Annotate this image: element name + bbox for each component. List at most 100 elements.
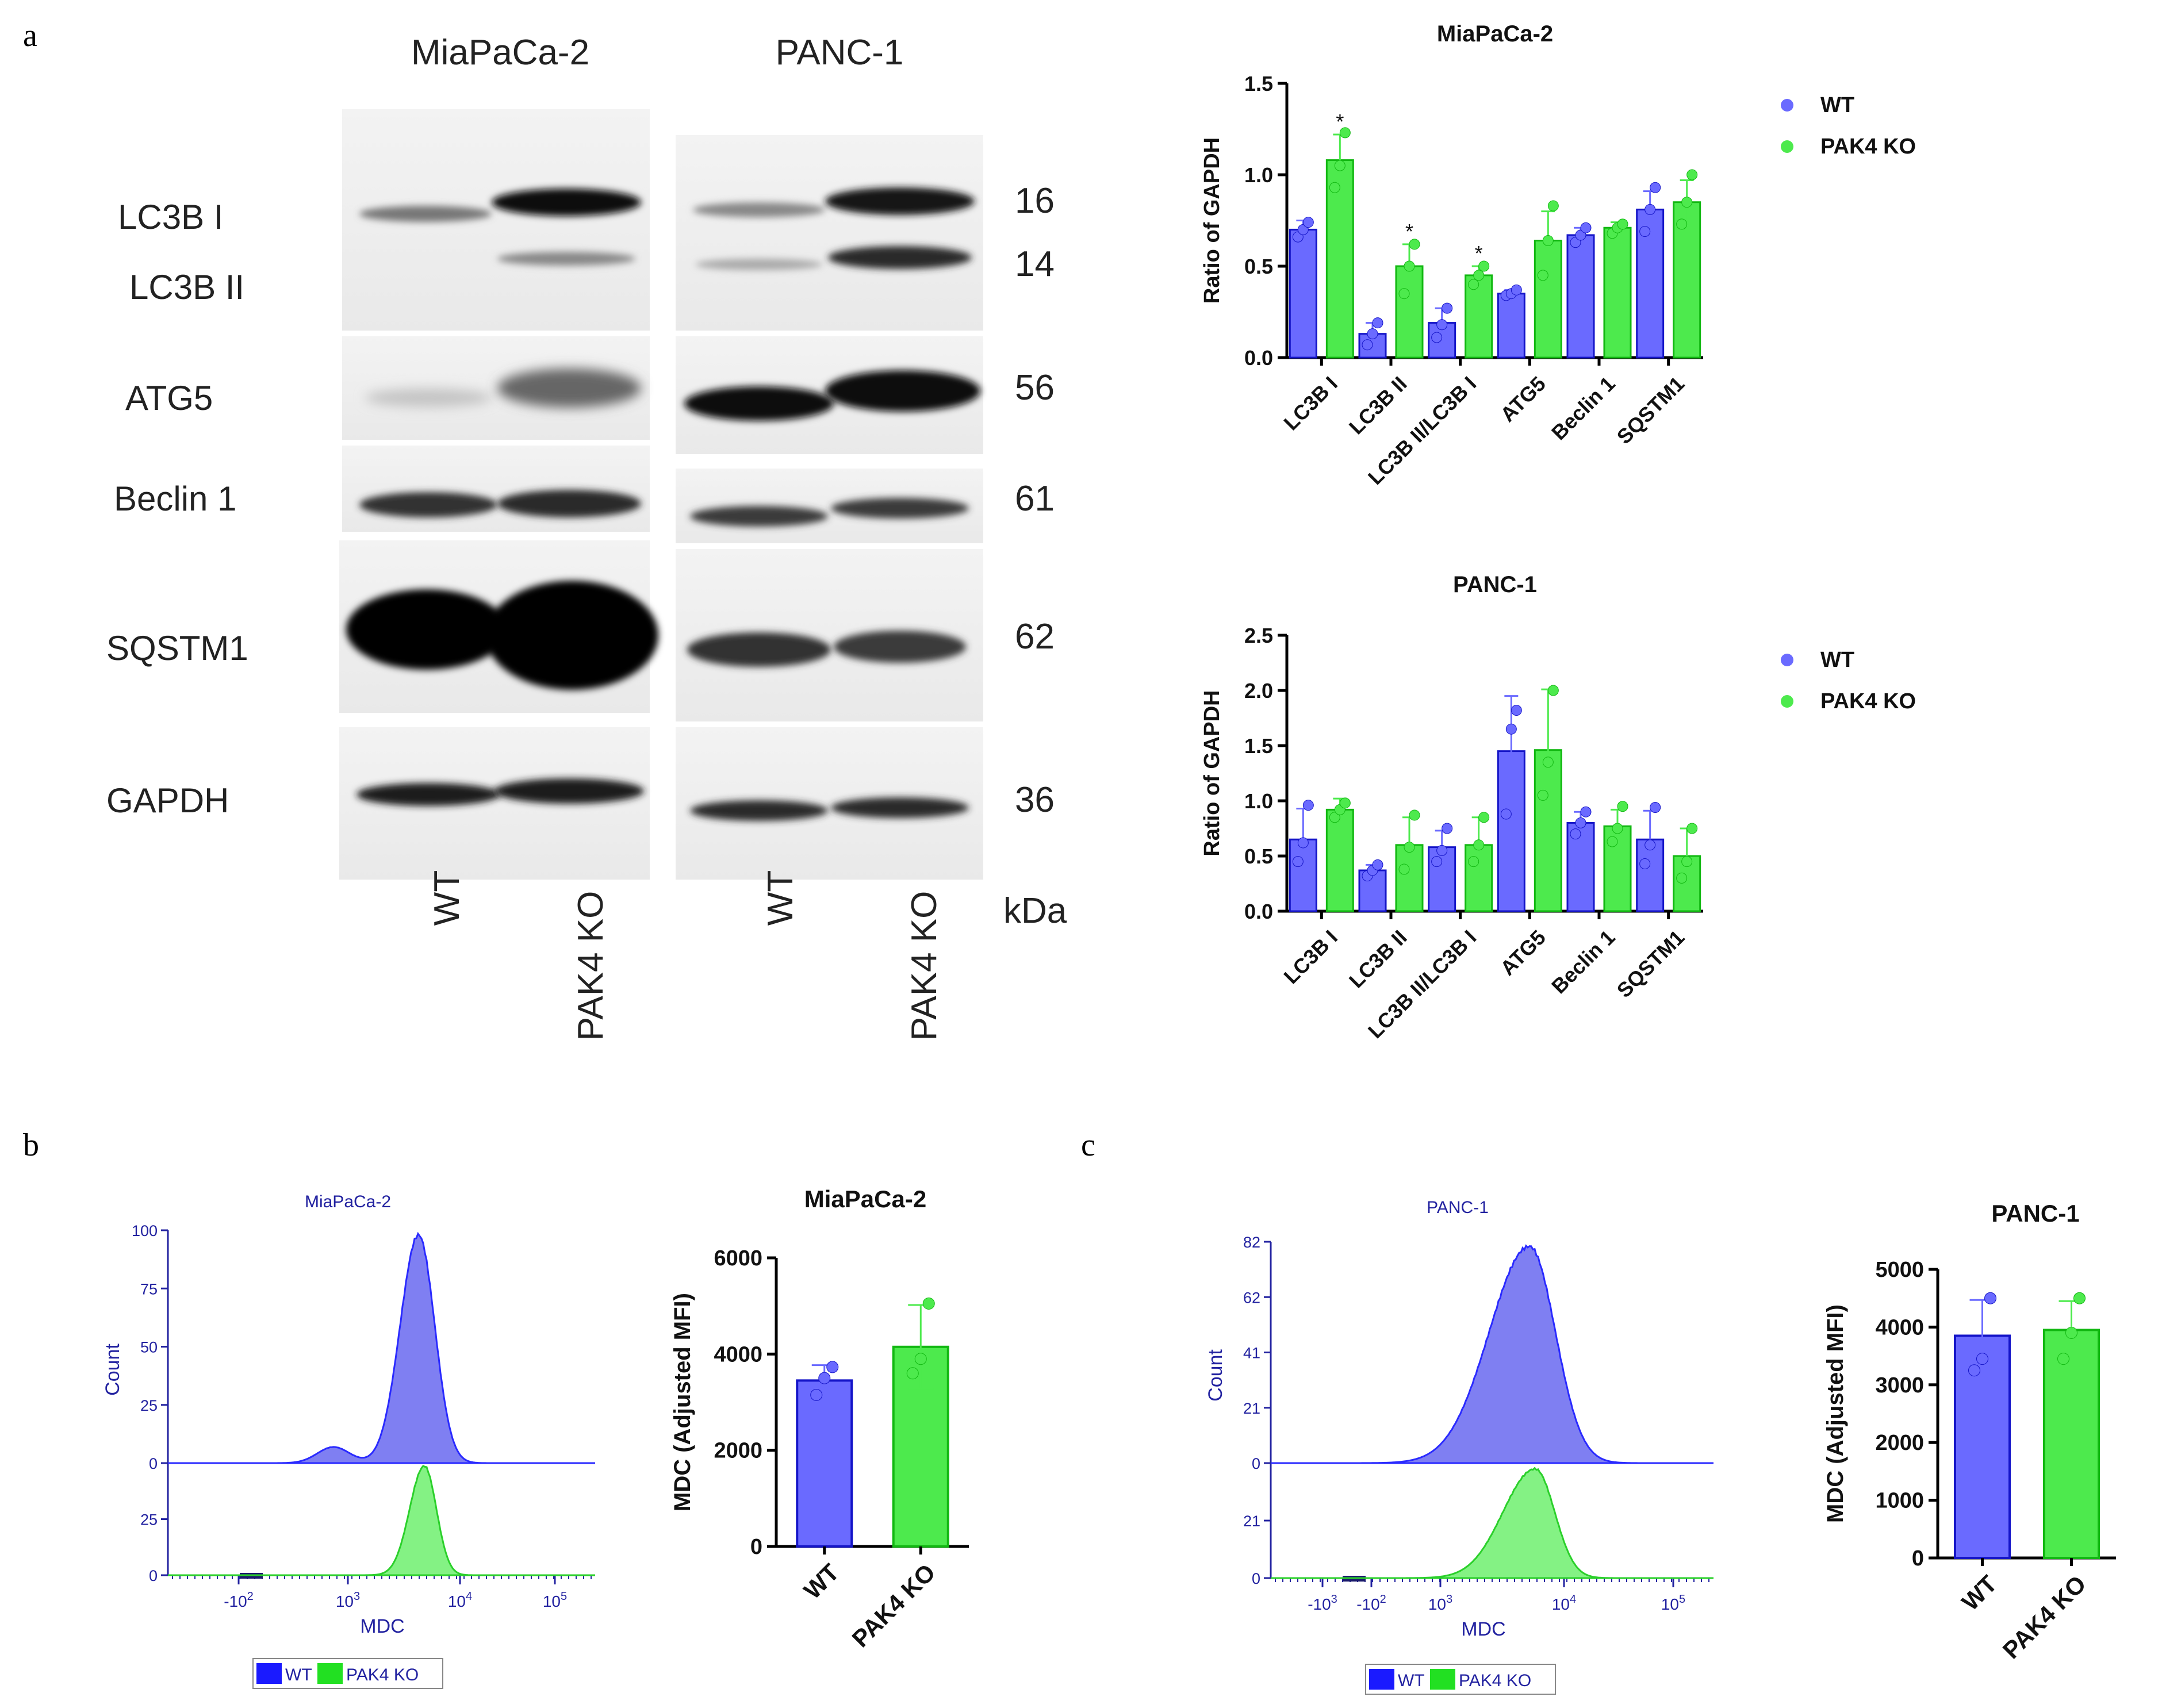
bar-wt — [1289, 838, 1317, 912]
histogram-y-tick-label: 25 — [140, 1511, 158, 1529]
legend-label-wt: WT — [1820, 93, 1854, 117]
histogram-y-tick-label: 0 — [1252, 1570, 1260, 1587]
bar-wt — [796, 1379, 853, 1548]
data-point — [1644, 839, 1656, 851]
data-point — [1537, 789, 1548, 801]
histogram-x-tick-label: 105 — [543, 1590, 567, 1610]
histogram-pak4-ko-curve — [1271, 1467, 1713, 1579]
data-point — [914, 1353, 927, 1365]
chart-panc-ratio: PANC-1 0.0 0.5 1.0 1.5 2.0 2.5 Ratio of GAPDH LC… — [1200, 572, 1916, 1043]
data-point — [1468, 856, 1479, 868]
histogram-y-axis-label: Count — [1205, 1349, 1226, 1402]
histogram-y-tick-label: 25 — [140, 1397, 158, 1414]
data-point — [1436, 319, 1448, 331]
blot-cellline-panc: PANC-1 — [776, 33, 904, 72]
data-point — [2065, 1326, 2077, 1339]
y-tick-label: 4000 — [714, 1342, 762, 1367]
data-point — [1617, 218, 1628, 230]
y-tick-label: 0.0 — [1244, 346, 1273, 370]
legend-marker-wt — [1781, 654, 1793, 666]
histogram-x-tick-label: 105 — [1661, 1593, 1685, 1613]
significance-mark: * — [1405, 220, 1413, 243]
histogram-wt-curve — [1271, 1244, 1713, 1464]
data-point — [1409, 809, 1420, 821]
data-point — [1686, 169, 1698, 181]
histogram-y-tick-label: 21 — [1243, 1513, 1260, 1530]
data-point — [1436, 845, 1448, 856]
data-point — [1511, 284, 1522, 295]
legend-label-pak4-ko: PAK4 KO — [1820, 135, 1916, 159]
bar-pak4-ko — [2043, 1329, 2100, 1559]
data-point — [1339, 127, 1351, 139]
data-point — [1468, 279, 1479, 290]
histogram-x-axis-label: MDC — [1461, 1618, 1505, 1640]
y-axis-label: Ratio of GAPDH — [1200, 690, 1224, 856]
data-point — [1339, 797, 1351, 809]
histogram-y-tick-label: 21 — [1243, 1400, 1260, 1417]
data-point — [1968, 1364, 1980, 1377]
data-point — [1644, 204, 1656, 215]
histogram-miapaca: MiaPaCa-2 100 75 50 25 0 25 0 Count -102 103 104 105… — [102, 1192, 595, 1689]
lane-label-panc-wt: WT — [761, 870, 800, 926]
x-tick-label: LC3B II — [1344, 926, 1412, 993]
histogram-y-tick-label: 62 — [1243, 1289, 1260, 1306]
histogram-legend-swatch-wt — [256, 1663, 282, 1684]
data-point — [1297, 837, 1309, 849]
histogram-legend-swatch-wt — [1369, 1669, 1394, 1690]
data-point — [1442, 302, 1453, 314]
protein-label-beclin1: Beclin 1 — [114, 479, 236, 518]
data-point — [1639, 226, 1651, 237]
histogram-legend-label-wt: WT — [1398, 1671, 1425, 1690]
histogram-pak4-ko-curve — [168, 1465, 595, 1576]
bar-pak4-ko — [1465, 274, 1493, 359]
bar-wt — [1497, 293, 1525, 359]
data-point — [1984, 1292, 1996, 1304]
data-point — [1302, 217, 1314, 228]
y-tick-label: 2000 — [1875, 1431, 1924, 1455]
y-tick-label: 1.5 — [1244, 72, 1273, 95]
y-tick-label: 3000 — [1875, 1373, 1924, 1398]
x-tick-label: Beclin 1 — [1547, 372, 1620, 445]
data-point — [922, 1297, 935, 1310]
x-tick-label: PAK4 KO — [847, 1559, 941, 1652]
data-point — [1362, 339, 1373, 351]
x-tick-label: LC3B I — [1279, 372, 1342, 435]
histogram-x-tick-label: 103 — [336, 1590, 360, 1610]
histogram-x-tick-label: -102 — [224, 1590, 254, 1610]
protein-label-lc3b-i: LC3B I — [118, 198, 223, 236]
data-point — [1478, 260, 1490, 272]
legend-marker-pak4-ko — [1781, 695, 1793, 708]
histogram-x-axis-label: MDC — [360, 1615, 404, 1637]
protein-label-sqstm1: SQSTM1 — [106, 629, 248, 667]
chart-panc-mdc: PANC-1 0 1000 2000 3000 4000 5000 MDC (Adjusted… — [1823, 1200, 2116, 1664]
data-point — [1473, 839, 1485, 851]
histogram-x-tick-label: 104 — [448, 1590, 472, 1610]
protein-label-atg5: ATG5 — [125, 379, 213, 417]
histogram-legend-label-pak4-ko: PAK4 KO — [346, 1665, 419, 1684]
histogram-y-tick-label: 50 — [140, 1339, 158, 1356]
x-tick-label: SQSTM1 — [1612, 926, 1689, 1003]
legend-marker-pak4-ko — [1781, 140, 1793, 153]
chart-title: MiaPaCa-2 — [804, 1185, 926, 1212]
data-point — [1431, 332, 1443, 343]
x-tick-label: LC3B II — [1344, 372, 1412, 439]
x-tick-label: ATG5 — [1496, 926, 1550, 980]
lane-label-miapaca-wt: WT — [427, 870, 467, 926]
data-point — [1302, 800, 1314, 811]
significance-mark: * — [1475, 241, 1483, 265]
data-point — [2057, 1353, 2069, 1365]
data-point — [1398, 288, 1410, 300]
lane-label-miapaca-ko: PAK4 KO — [571, 891, 611, 1041]
data-point — [1607, 836, 1618, 847]
kda-value-beclin1: 61 — [1015, 479, 1055, 519]
data-point — [1409, 239, 1420, 250]
data-point — [1650, 182, 1661, 193]
data-point — [1292, 856, 1304, 868]
histogram-y-tick-label: 41 — [1243, 1345, 1260, 1362]
blot-cellline-miapaca: MiaPaCa-2 — [411, 33, 589, 72]
data-point — [1681, 197, 1693, 208]
data-point — [1575, 817, 1586, 828]
kda-value-gapdh: 36 — [1015, 780, 1055, 820]
histogram-legend-swatch-pak4-ko — [317, 1663, 343, 1684]
kda-value-lc3b-ii: 14 — [1015, 244, 1055, 284]
